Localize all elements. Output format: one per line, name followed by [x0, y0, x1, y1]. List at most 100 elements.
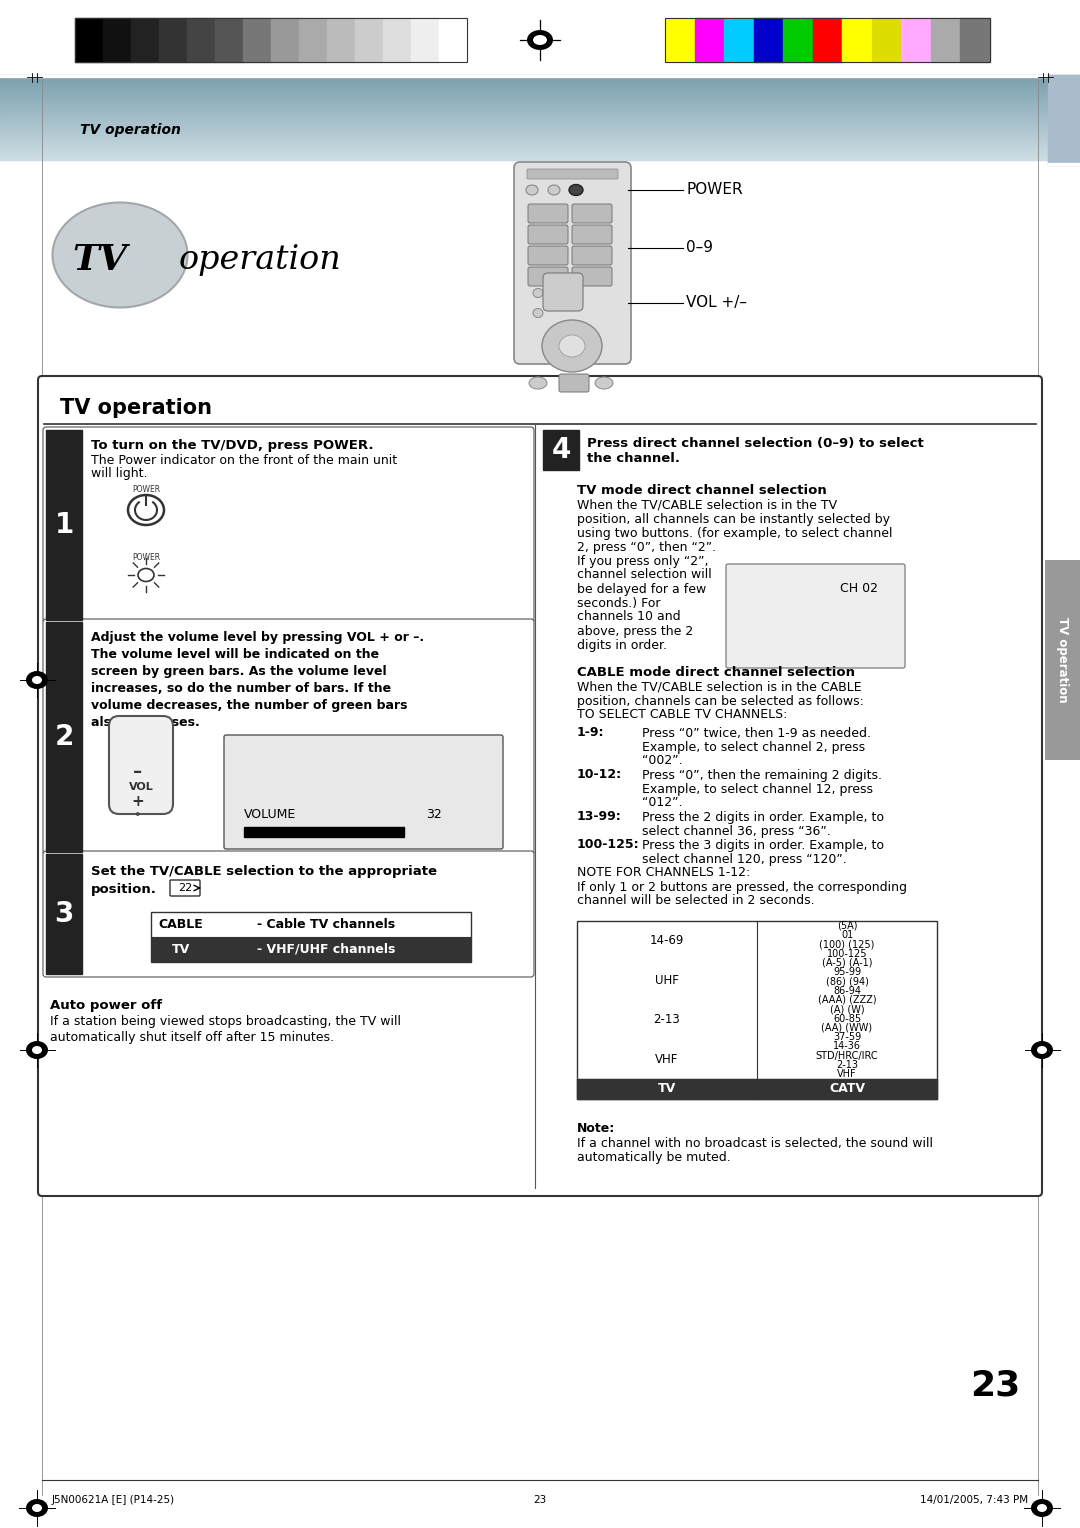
Text: the channel.: the channel. — [588, 451, 680, 465]
Text: Press “0” twice, then 1-9 as needed.: Press “0” twice, then 1-9 as needed. — [642, 726, 870, 740]
Text: The volume level will be indicated on the: The volume level will be indicated on th… — [91, 648, 379, 662]
Bar — [0, 115, 1080, 118]
Text: Press the 3 digits in order. Example, to: Press the 3 digits in order. Example, to — [642, 839, 885, 851]
Text: If a station being viewed stops broadcasting, the TV will: If a station being viewed stops broadcas… — [50, 1016, 401, 1028]
Bar — [665, 18, 990, 63]
Text: volume decreases, the number of green bars: volume decreases, the number of green ba… — [91, 700, 407, 712]
Ellipse shape — [595, 377, 613, 390]
Bar — [813, 18, 842, 63]
Bar — [724, 18, 754, 63]
Ellipse shape — [529, 377, 546, 390]
Text: °: ° — [135, 811, 140, 822]
Text: UHF: UHF — [656, 973, 679, 987]
Bar — [75, 18, 467, 63]
FancyBboxPatch shape — [572, 246, 612, 264]
Text: TV: TV — [172, 943, 190, 957]
FancyBboxPatch shape — [38, 376, 1042, 1196]
Ellipse shape — [53, 203, 188, 307]
Text: will light.: will light. — [91, 468, 148, 480]
Text: CH 02: CH 02 — [840, 582, 878, 594]
Text: –: – — [134, 762, 143, 781]
Text: 86-94: 86-94 — [833, 986, 861, 996]
Text: Example, to select channel 12, press: Example, to select channel 12, press — [642, 782, 873, 796]
Bar — [46, 429, 82, 620]
Bar — [0, 79, 1080, 81]
Text: 1-9:: 1-9: — [577, 726, 605, 740]
Text: Note:: Note: — [577, 1123, 616, 1135]
Text: TV operation: TV operation — [80, 122, 180, 138]
Text: STD/HRC/IRC: STD/HRC/IRC — [815, 1051, 878, 1060]
FancyBboxPatch shape — [224, 735, 503, 850]
Ellipse shape — [26, 1041, 48, 1059]
Text: 14/01/2005, 7:43 PM: 14/01/2005, 7:43 PM — [920, 1494, 1028, 1505]
Bar — [1048, 75, 1080, 165]
Bar — [0, 108, 1080, 112]
FancyBboxPatch shape — [572, 225, 612, 244]
Bar — [75, 18, 103, 63]
FancyBboxPatch shape — [170, 880, 200, 895]
FancyBboxPatch shape — [572, 205, 612, 223]
Ellipse shape — [559, 335, 585, 358]
Text: 0–9: 0–9 — [686, 240, 713, 255]
Text: Adjust the volume level by pressing VOL + or –.: Adjust the volume level by pressing VOL … — [91, 631, 424, 645]
Text: seconds.) For: seconds.) For — [577, 596, 661, 610]
Bar — [0, 93, 1080, 96]
Text: 4: 4 — [551, 435, 570, 465]
Text: “002”.: “002”. — [642, 755, 683, 767]
Ellipse shape — [534, 289, 543, 298]
Bar — [215, 18, 243, 63]
FancyBboxPatch shape — [528, 246, 568, 264]
Bar — [355, 18, 383, 63]
Bar — [0, 141, 1080, 144]
Text: Example, to select channel 2, press: Example, to select channel 2, press — [642, 741, 865, 753]
FancyBboxPatch shape — [43, 851, 534, 976]
Text: VHF: VHF — [656, 1053, 678, 1065]
Ellipse shape — [1031, 1499, 1053, 1517]
Bar — [1048, 163, 1080, 165]
Text: 10-12:: 10-12: — [577, 769, 622, 781]
Text: Set the TV/CABLE selection to the appropriate: Set the TV/CABLE selection to the approp… — [91, 865, 437, 879]
Ellipse shape — [534, 35, 546, 44]
Text: TV operation: TV operation — [60, 397, 212, 419]
Text: +: + — [132, 795, 145, 810]
Text: CABLE: CABLE — [159, 918, 203, 931]
Text: 23: 23 — [970, 1368, 1020, 1403]
Bar — [0, 138, 1080, 141]
Bar — [0, 119, 1080, 122]
Text: channel will be selected in 2 seconds.: channel will be selected in 2 seconds. — [577, 894, 814, 908]
Text: When the TV/CABLE selection is in the TV: When the TV/CABLE selection is in the TV — [577, 498, 837, 512]
Text: TO SELECT CABLE TV CHANNELS:: TO SELECT CABLE TV CHANNELS: — [577, 709, 787, 721]
Text: TV mode direct channel selection: TV mode direct channel selection — [577, 483, 827, 497]
Text: screen by green bars. As the volume level: screen by green bars. As the volume leve… — [91, 666, 387, 678]
Text: CATV: CATV — [829, 1082, 865, 1096]
Text: above, press the 2: above, press the 2 — [577, 625, 693, 637]
Text: also decreases.: also decreases. — [91, 717, 200, 729]
Text: VOL +/–: VOL +/– — [686, 295, 747, 310]
Text: If only 1 or 2 buttons are pressed, the corresponding: If only 1 or 2 buttons are pressed, the … — [577, 880, 907, 894]
Bar — [0, 75, 1080, 76]
Bar — [103, 18, 131, 63]
Ellipse shape — [138, 568, 154, 582]
Text: 32: 32 — [426, 808, 442, 822]
Bar — [46, 622, 82, 853]
Bar — [151, 912, 471, 963]
Bar — [0, 92, 1080, 95]
Bar — [960, 18, 990, 63]
Ellipse shape — [129, 495, 164, 526]
Text: CABLE mode direct channel selection: CABLE mode direct channel selection — [577, 666, 855, 680]
Bar — [0, 89, 1080, 92]
Ellipse shape — [548, 185, 561, 196]
Ellipse shape — [32, 675, 42, 685]
Bar — [0, 118, 1080, 119]
Text: 22: 22 — [178, 883, 192, 892]
Bar — [0, 86, 1080, 87]
Ellipse shape — [1031, 1041, 1053, 1059]
Text: 100-125:: 100-125: — [577, 839, 639, 851]
FancyBboxPatch shape — [528, 267, 568, 286]
Text: POWER: POWER — [686, 182, 743, 197]
Bar — [0, 110, 1080, 113]
Text: Press “0”, then the remaining 2 digits.: Press “0”, then the remaining 2 digits. — [642, 769, 882, 781]
Bar — [931, 18, 960, 63]
Text: channel selection will: channel selection will — [577, 568, 712, 582]
Text: If a channel with no broadcast is selected, the sound will: If a channel with no broadcast is select… — [577, 1137, 933, 1149]
